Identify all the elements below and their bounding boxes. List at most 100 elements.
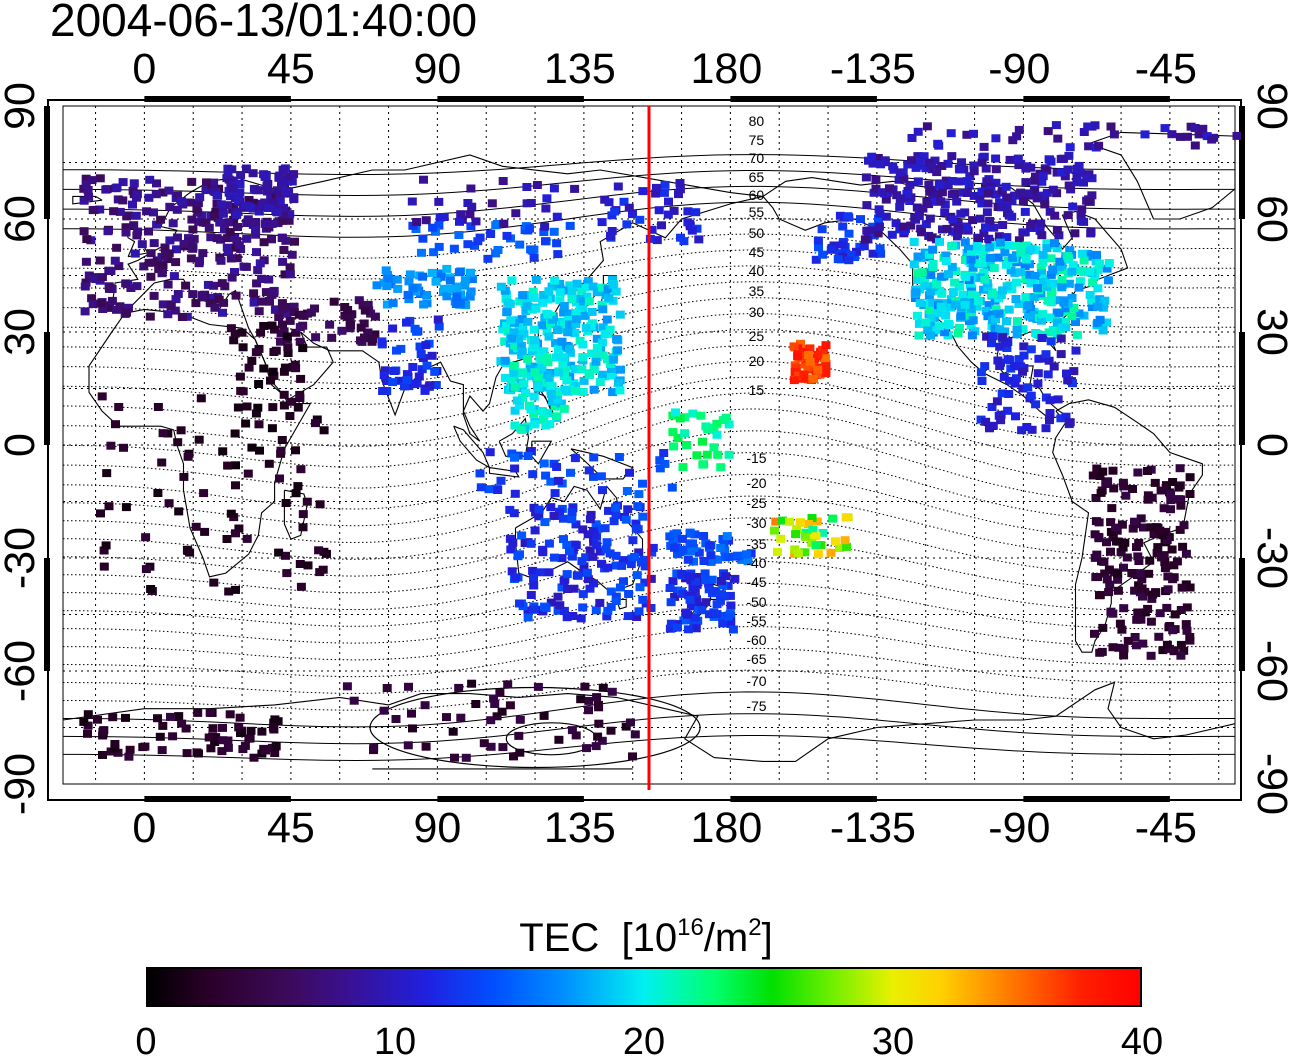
tec-cell: [279, 210, 289, 219]
tec-cell: [1169, 647, 1179, 656]
tec-cell: [400, 382, 409, 391]
tec-cell: [496, 476, 506, 485]
tec-cell: [433, 315, 443, 324]
tec-cell: [232, 210, 242, 219]
tec-cell: [403, 741, 413, 750]
tec-cell: [607, 687, 617, 696]
tec-cell: [966, 305, 976, 314]
tec-cell: [211, 733, 221, 742]
lat-tick-right: 60: [1248, 195, 1292, 243]
tec-cell: [933, 308, 943, 317]
tec-cell: [951, 267, 961, 276]
tec-cell: [979, 229, 989, 238]
tec-cell: [166, 302, 176, 311]
tec-cell: [1057, 276, 1067, 285]
geomag-label: -15: [746, 450, 766, 466]
tec-cell: [146, 249, 156, 258]
tec-cell: [486, 716, 496, 725]
colorbar: [146, 967, 1142, 1007]
tec-cell: [1037, 269, 1047, 278]
tec-cell: [402, 318, 411, 327]
tec-cell: [598, 283, 607, 292]
tec-cell: [382, 684, 392, 692]
tec-cell: [924, 180, 934, 189]
colorbar-unit-suffix: ]: [761, 916, 773, 960]
tec-cell: [295, 394, 305, 403]
tec-cell: [1048, 265, 1058, 274]
tec-cell: [699, 532, 709, 540]
tec-cell: [597, 218, 607, 227]
tec-cell: [429, 248, 439, 257]
tec-cell: [982, 177, 992, 186]
geomag-label: -40: [746, 555, 766, 571]
tec-cell: [1086, 229, 1096, 238]
tec-cell: [1077, 205, 1087, 214]
tec-cell: [871, 175, 881, 184]
tec-cell: [606, 587, 616, 596]
tec-cell: [434, 221, 444, 230]
tec-cell: [611, 503, 620, 512]
tec-cell: [1176, 606, 1186, 614]
tec-cell: [206, 744, 216, 753]
tec-cell: [1005, 376, 1014, 385]
tec-cell: [907, 156, 916, 165]
geomag-label: 70: [749, 150, 765, 166]
tec-cell: [1169, 573, 1179, 582]
tec-cell: [997, 389, 1007, 398]
tec-cell: [675, 548, 685, 557]
tec-cell: [1068, 202, 1078, 211]
tec-cell: [1190, 124, 1200, 132]
tec-cell: [500, 373, 510, 382]
tec-cell: [529, 503, 539, 512]
tec-cell: [580, 311, 590, 320]
tec-cell: [963, 226, 973, 235]
tec-cell: [380, 366, 390, 375]
tec-cell: [954, 177, 964, 186]
tec-cell: [415, 342, 425, 351]
tec-cell: [103, 227, 113, 236]
tec-cell: [549, 511, 559, 520]
tec-cell: [844, 256, 854, 265]
tec-cell: [940, 200, 950, 209]
tec-cell: [1031, 400, 1041, 409]
tec-cell: [1032, 194, 1042, 203]
tec-cell: [1026, 222, 1036, 230]
tec-cell: [962, 130, 972, 139]
tec-cell: [677, 534, 687, 543]
tec-cell: [537, 407, 547, 415]
tec-cell: [626, 560, 636, 569]
tec-cell: [891, 219, 901, 228]
tec-cell: [1079, 178, 1088, 187]
tec-cell: [267, 198, 277, 207]
tec-cell: [1185, 490, 1195, 498]
tec-cell: [1046, 337, 1056, 346]
geomag-label: -70: [746, 673, 766, 689]
tec-cell: [318, 565, 328, 574]
tec-cell: [421, 216, 431, 225]
tec-cell: [529, 409, 539, 418]
tec-cell: [146, 585, 156, 593]
tec-cell: [1041, 350, 1051, 359]
tec-cell: [995, 238, 1005, 247]
tec-cell: [360, 306, 370, 315]
tec-cell: [256, 328, 266, 337]
tec-cell: [510, 382, 520, 391]
tec-cell: [1092, 550, 1102, 559]
tec-cell: [115, 207, 125, 216]
tec-cell: [670, 543, 679, 552]
tec-cell: [526, 447, 536, 455]
tec-cell: [124, 752, 134, 761]
tec-cell: [277, 233, 287, 242]
tec-cell: [505, 701, 515, 710]
tec-cell: [591, 742, 601, 751]
tec-cell: [205, 708, 215, 717]
tec-cell: [770, 526, 779, 535]
tec-cell: [1147, 594, 1157, 603]
tec-cell: [1072, 171, 1082, 180]
tec-cell: [1138, 639, 1148, 648]
tec-cell: [1010, 379, 1020, 388]
tec-cell: [1012, 132, 1022, 141]
tec-cell: [529, 293, 539, 301]
tec-cell: [277, 216, 287, 225]
